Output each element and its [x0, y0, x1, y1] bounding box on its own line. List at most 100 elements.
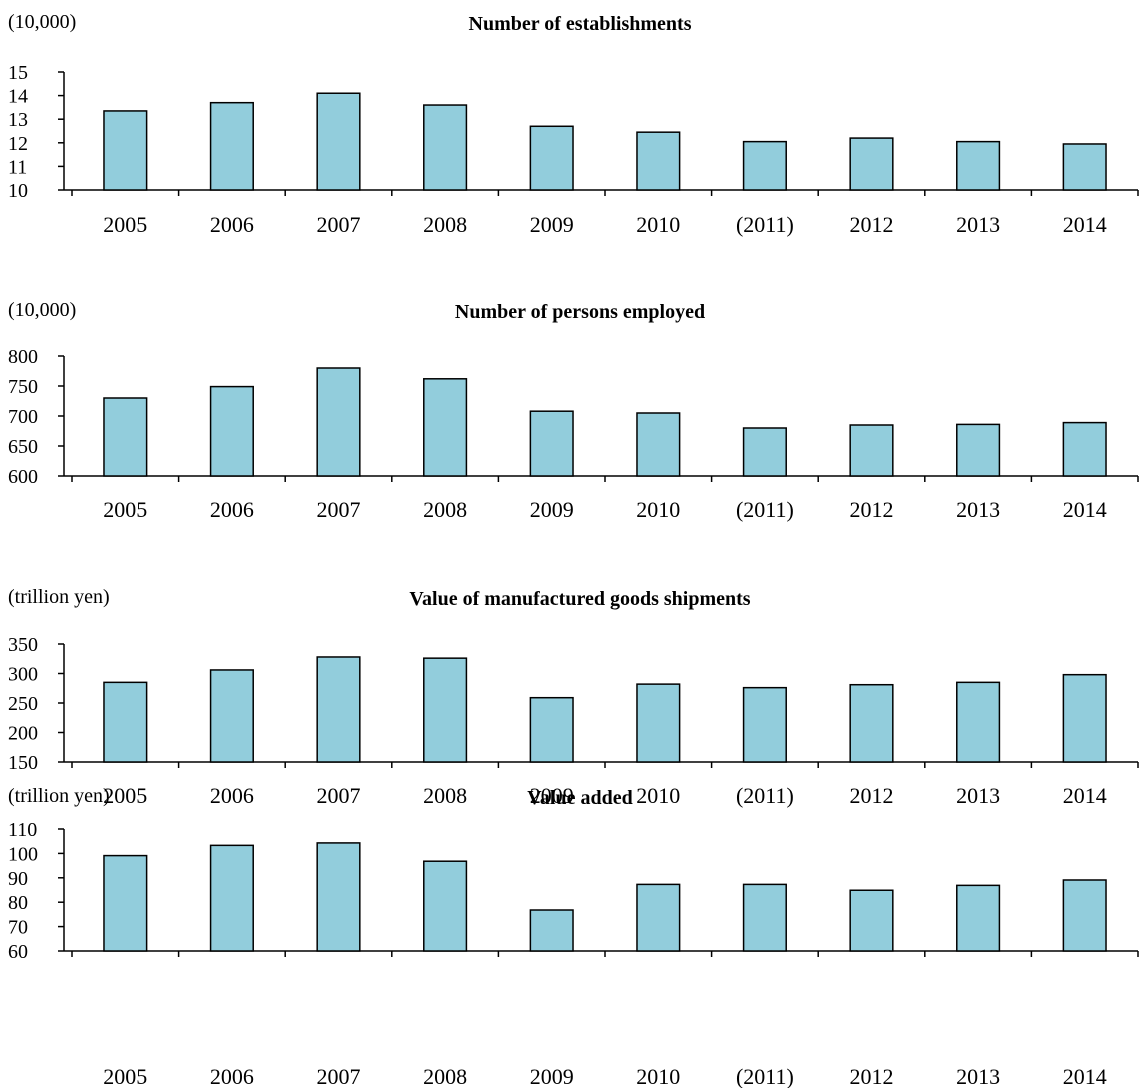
bar	[316, 842, 361, 952]
bar	[103, 681, 148, 763]
bar	[209, 385, 254, 477]
plot-area: 150 200 250 300 350 2005 2006 2007 2008 2009 2010 (…	[8, 634, 1139, 808]
x-tick-label: 2010	[636, 1064, 680, 1088]
x-tick-label: 2013	[956, 783, 1000, 808]
y-tick-label: 90	[8, 868, 28, 890]
x-tick-label: 2010	[636, 497, 680, 522]
x-tick-label: 2010	[636, 212, 680, 237]
bar	[103, 110, 148, 191]
x-tick-label: 2006	[210, 497, 254, 522]
x-tick-label: 2014	[1063, 783, 1107, 808]
bar	[956, 423, 1001, 477]
y-tick-label: 200	[8, 723, 38, 745]
bar	[316, 92, 361, 191]
bar	[529, 909, 574, 952]
bar	[103, 854, 148, 952]
chart-title: Value added	[527, 787, 632, 809]
bar	[636, 131, 681, 191]
x-tick-label: 2008	[423, 212, 467, 237]
chart-title: Number of establishments	[469, 13, 692, 35]
bar	[636, 412, 681, 477]
bar	[849, 683, 894, 763]
x-tick-label: 2010	[636, 783, 680, 808]
x-tick-label: 2005	[103, 1064, 147, 1088]
bar	[849, 889, 894, 952]
x-tick-label: 2013	[956, 497, 1000, 522]
x-tick-label: 2009	[530, 1064, 574, 1088]
bar	[529, 696, 574, 763]
x-tick-label: 2012	[850, 497, 894, 522]
unit-label: (10,000)	[8, 299, 76, 321]
plot-area: 600 650 700 750 800 2005 2006 2007 2008 2009 2010 (…	[8, 346, 1139, 522]
y-tick-label: 250	[8, 693, 38, 715]
bar	[742, 686, 787, 763]
bar	[423, 378, 468, 477]
x-tick-label: 2009	[530, 497, 574, 522]
chart-title: Value of manufactured goods shipments	[409, 588, 750, 610]
y-tick-label: 15	[8, 62, 28, 84]
panel-establishments: (10,000) Number of establishments 101112…	[8, 11, 1139, 237]
bar	[1062, 879, 1107, 952]
x-tick-label: 2008	[423, 1064, 467, 1088]
y-tick-label: 12	[8, 133, 28, 155]
y-tick-label: 60	[8, 941, 28, 963]
x-tick-label: 2007	[317, 212, 361, 237]
unit-label: (trillion yen)	[8, 586, 110, 608]
bar	[742, 140, 787, 191]
bar	[316, 367, 361, 477]
x-tick-label: 2009	[530, 783, 574, 808]
y-tick-label: 13	[8, 109, 28, 131]
x-tick-label: (2011)	[736, 497, 794, 522]
y-tick-label: 800	[8, 346, 38, 368]
x-tick-label: (2011)	[736, 212, 794, 237]
y-tick-label: 14	[8, 86, 28, 108]
x-tick-label: 2006	[210, 783, 254, 808]
bar	[103, 397, 148, 477]
bar	[849, 137, 894, 191]
bar	[423, 657, 468, 763]
chart-title: Number of persons employed	[455, 301, 705, 323]
y-tick-label: 650	[8, 436, 38, 458]
x-tick-label: 2005	[103, 212, 147, 237]
bar	[636, 683, 681, 763]
x-tick-label: 2007	[317, 1064, 361, 1088]
x-tick-label: 2012	[850, 1064, 894, 1088]
x-tick-label: 2007	[317, 783, 361, 808]
y-tick-label: 110	[8, 819, 37, 841]
x-tick-label: 2013	[956, 1064, 1000, 1088]
y-tick-label: 700	[8, 406, 38, 428]
bar	[209, 844, 254, 952]
unit-label: (trillion yen)	[8, 785, 110, 807]
x-tick-label: (2011)	[736, 1064, 794, 1088]
y-tick-label: 350	[8, 634, 38, 656]
bar	[209, 101, 254, 191]
bar	[423, 860, 468, 952]
bar	[956, 140, 1001, 191]
bar	[209, 669, 254, 763]
panel-persons-employed: (10,000) Number of persons employed 6006…	[8, 299, 1139, 522]
x-tick-label: 2014	[1063, 497, 1107, 522]
y-tick-label: 750	[8, 376, 38, 398]
x-tick-label: 2014	[1063, 212, 1107, 237]
x-tick-label: 2005	[103, 783, 147, 808]
bar	[956, 681, 1001, 763]
y-tick-label: 300	[8, 664, 38, 686]
unit-label: (10,000)	[8, 11, 76, 33]
x-tick-label: 2008	[423, 497, 467, 522]
x-tick-label: 2005	[103, 497, 147, 522]
x-tick-label: 2007	[317, 497, 361, 522]
bar	[956, 884, 1001, 952]
x-tick-label: 2006	[210, 1064, 254, 1088]
y-tick-label: 10	[8, 180, 28, 202]
bar	[1062, 673, 1107, 763]
x-tick-label: 2012	[850, 783, 894, 808]
bar	[636, 883, 681, 952]
y-tick-label: 70	[8, 917, 28, 939]
bar	[849, 424, 894, 477]
bar	[316, 656, 361, 763]
y-tick-label: 150	[8, 752, 38, 774]
